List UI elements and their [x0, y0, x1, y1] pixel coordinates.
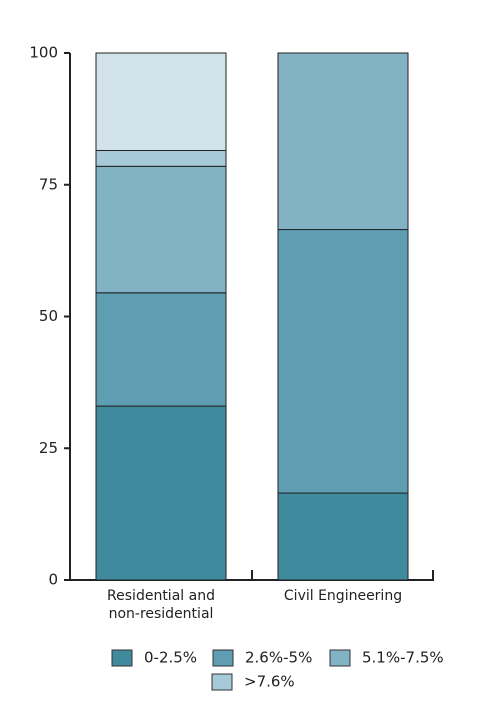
y-tick-label: 75: [39, 175, 58, 193]
legend-label: 0-2.5%: [144, 649, 197, 667]
legend-swatch: [211, 673, 233, 691]
y-tick-label: 25: [39, 439, 58, 457]
legend-label: 2.6%-5%: [245, 649, 312, 667]
y-tick-label: 50: [39, 307, 58, 325]
x-tick-label: Residential and non-residential: [107, 588, 215, 622]
x-tick-label: Civil Engineering: [283, 588, 403, 604]
bar-segment: [277, 492, 409, 581]
legend-swatch: [111, 649, 133, 667]
bar-segment: [95, 149, 227, 167]
y-tick-label: 0: [48, 571, 58, 589]
legend-label: >7.6%: [244, 673, 295, 691]
bar-segment: [95, 52, 227, 151]
legend-swatch: [329, 649, 351, 667]
bar-segment: [95, 292, 227, 407]
bar-segment: [277, 229, 409, 494]
bar-segment: [277, 52, 409, 231]
legend-label: 5.1%-7.5%: [362, 649, 444, 667]
bar-segment: [95, 165, 227, 294]
bar-segment: [95, 405, 227, 581]
y-tick-label: 100: [29, 44, 58, 62]
legend-swatch: [212, 649, 234, 667]
